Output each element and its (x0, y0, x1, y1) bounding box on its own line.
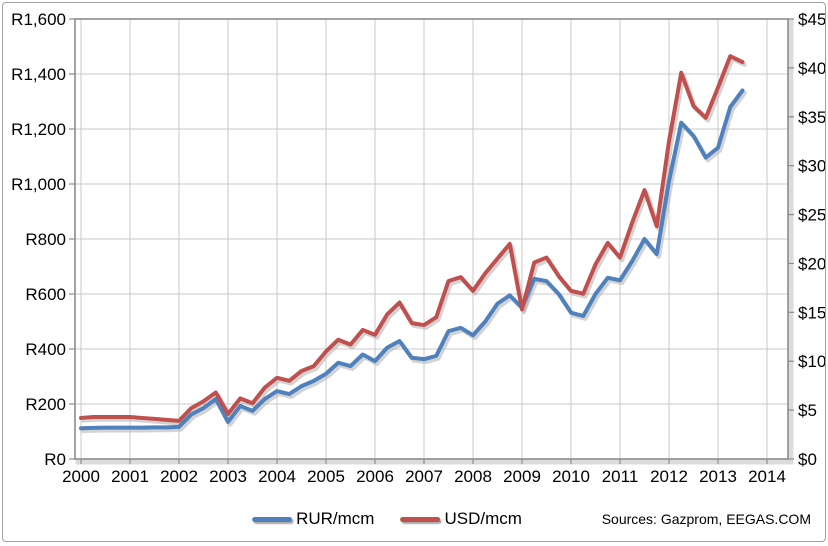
x-axis-label: 2007 (405, 467, 443, 486)
legend-item-rur: RUR/mcm (252, 509, 374, 529)
x-axis-label: 2010 (552, 467, 590, 486)
right-axis-label: $20 (798, 254, 826, 273)
chart-legend: RUR/mcm USD/mcm (252, 509, 522, 529)
right-axis-label: $10 (798, 352, 826, 371)
right-axis-label: $25 (798, 206, 826, 225)
legend-label-usd: USD/mcm (444, 509, 522, 528)
left-axis-label: R1,000 (11, 175, 66, 194)
right-axis-label: $15 (798, 303, 826, 322)
right-axis-label: $30 (798, 157, 826, 176)
x-axis-label: 2006 (356, 467, 394, 486)
legend-item-usd: USD/mcm (400, 509, 522, 529)
x-axis-label: 2003 (209, 467, 247, 486)
x-axis-label: 2002 (160, 467, 198, 486)
right-axis-label: $35 (798, 108, 826, 127)
x-axis-label: 2011 (602, 467, 639, 486)
left-axis-label: R0 (44, 450, 66, 469)
left-axis-label: R1,200 (11, 120, 66, 139)
left-axis-label: R1,400 (11, 65, 66, 84)
usd-series-line (79, 54, 745, 423)
x-axis-label: 2005 (307, 467, 345, 486)
left-axis-label: R400 (25, 340, 66, 359)
rur-series-line (79, 88, 745, 431)
left-axis-label: R200 (25, 395, 66, 414)
x-axis-label: 2013 (699, 467, 737, 486)
right-axis-label: $5 (798, 401, 817, 420)
x-axis-label: 2009 (503, 467, 541, 486)
left-axis-label: R600 (25, 285, 66, 304)
right-axis-label: $40 (798, 59, 826, 78)
right-axis-label: $45 (798, 10, 826, 29)
source-note: Sources: Gazprom, EEGAS.COM (601, 511, 811, 527)
right-axis-label: $0 (798, 450, 817, 469)
x-axis-label: 2004 (258, 467, 296, 486)
series-line-shadow (80, 56, 747, 426)
x-axis-label: 2012 (650, 467, 688, 486)
left-axis-label: R1,600 (11, 10, 66, 29)
left-axis-label: R800 (25, 230, 66, 249)
x-axis-label: 2000 (62, 467, 100, 486)
rur-line-swatch (252, 516, 293, 522)
x-axis-label: 2001 (111, 467, 149, 486)
price-chart-svg: R0 R200 R400 R600 R800 R1,000 R1,200 R1,400 R1,6… (11, 10, 826, 486)
legend-row: RUR/mcm USD/mcm Sources: Gazprom, EEGAS.… (3, 509, 825, 533)
series-line-shadow (80, 90, 747, 434)
legend-label-rur: RUR/mcm (296, 509, 375, 528)
usd-line-swatch (400, 516, 441, 522)
x-axis-label: 2014 (748, 467, 786, 486)
x-axis-label: 2008 (454, 467, 492, 486)
